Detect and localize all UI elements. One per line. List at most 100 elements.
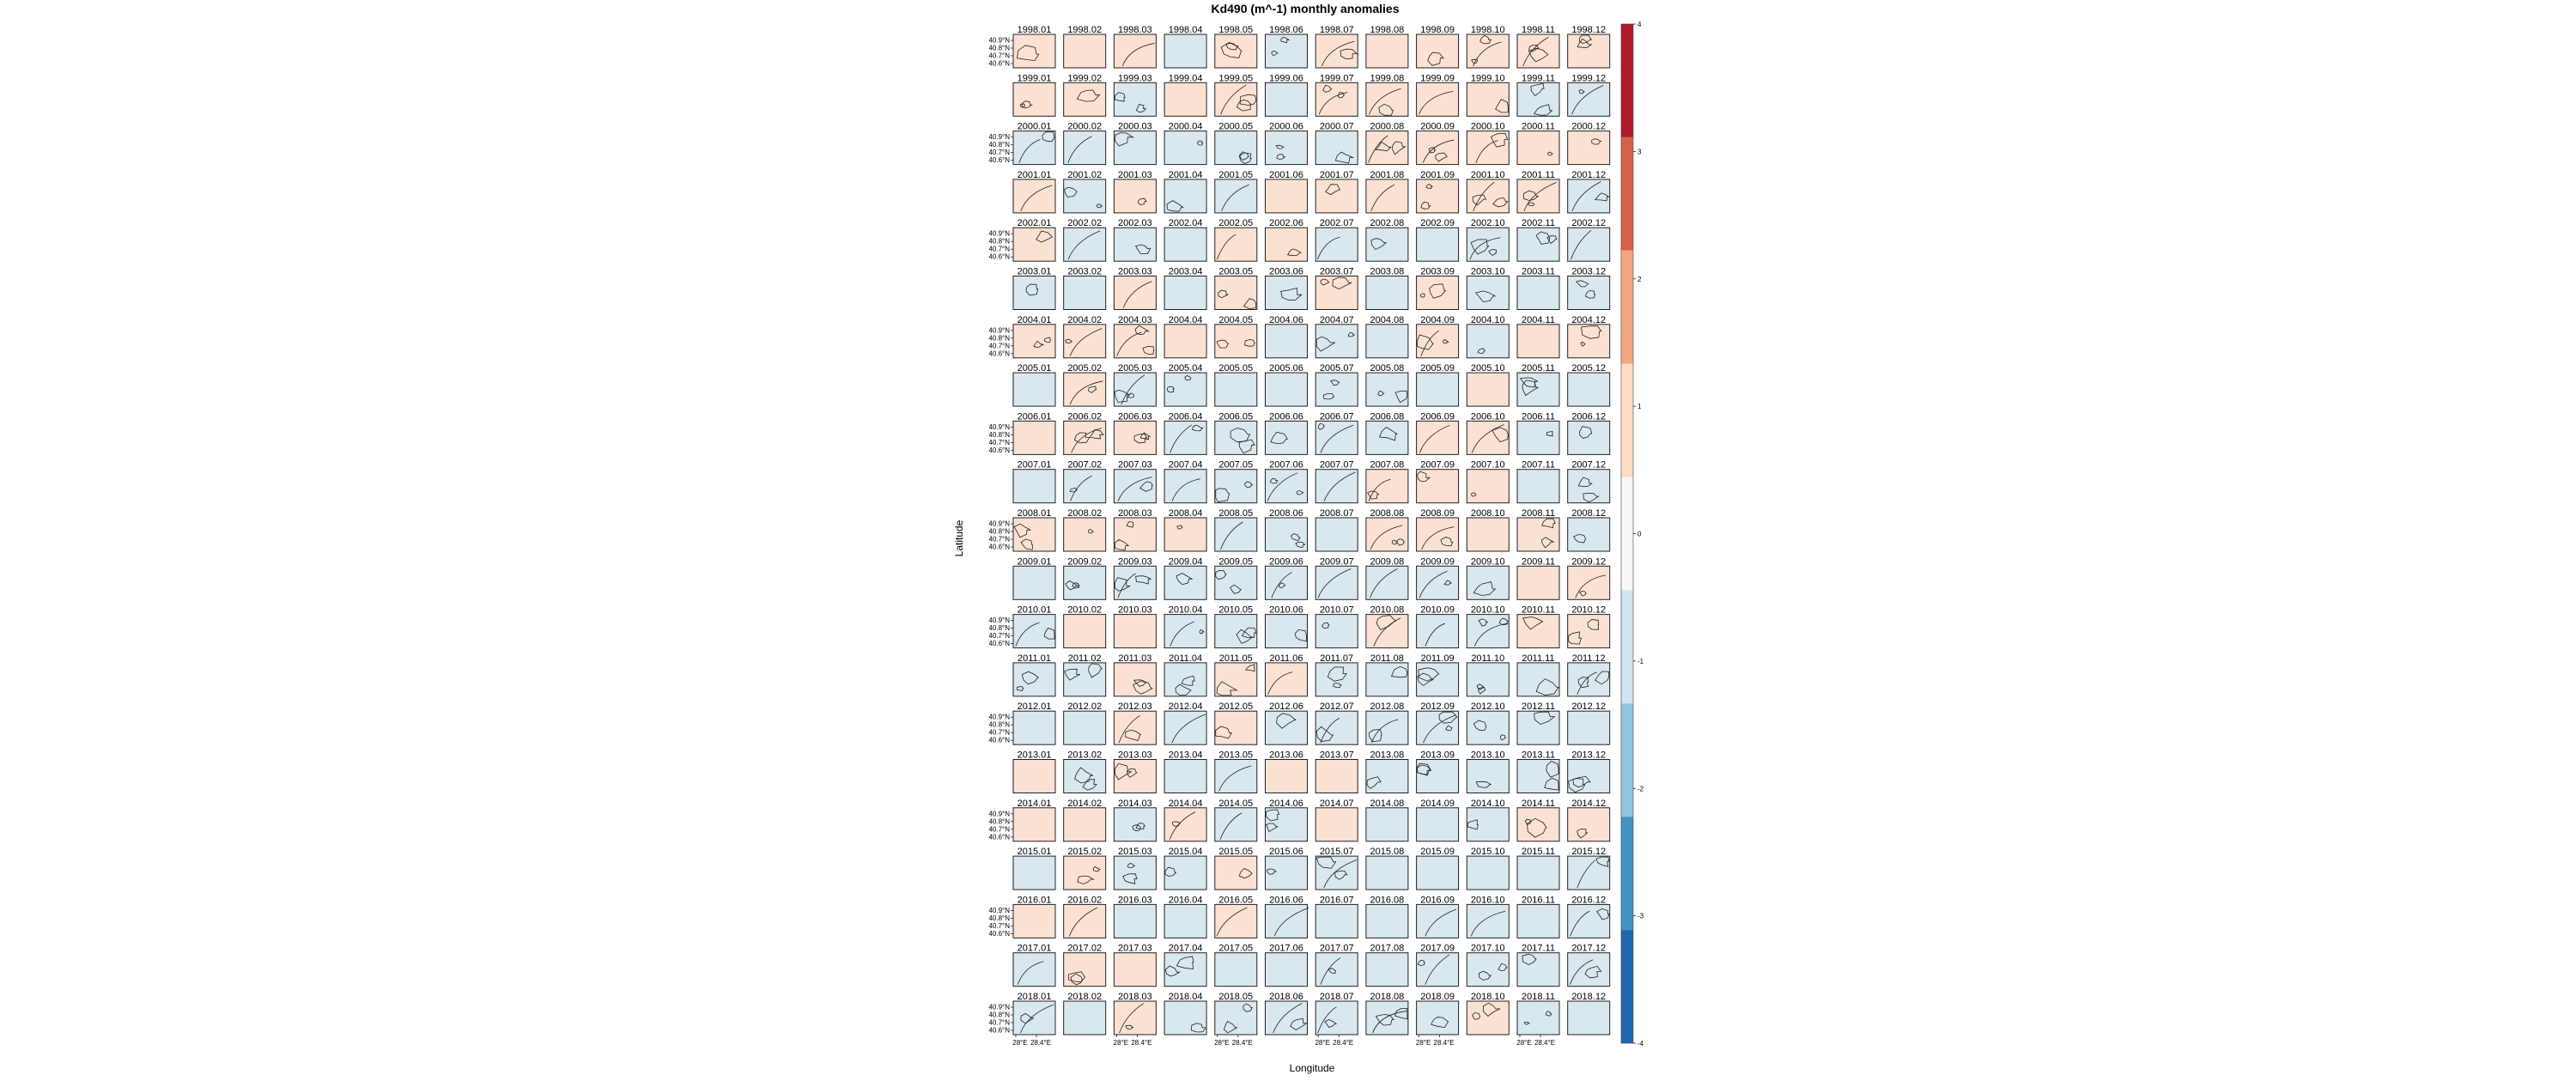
panel-2012-10: 2012.10 [1466,701,1510,745]
contour-line [1267,671,1293,695]
contour-line [1366,776,1382,790]
colorbar: 4 3 2 1 0 -1 -2 -3 -4 [1620,21,1644,1048]
panel-label: 2014.02 [1067,799,1102,809]
panel-label: 1998.09 [1420,25,1455,35]
panel-field [1516,1000,1560,1035]
panel-2010-08: 2010.08 [1365,605,1409,649]
panel-label: 2009.12 [1571,556,1606,567]
colorbar-segment [1621,703,1633,817]
panel-field [1214,82,1258,117]
contour-line [1478,687,1486,695]
panel-label: 2002.06 [1269,218,1303,228]
panel-2004-08: 2004.08 [1365,315,1409,359]
contour-line [1425,184,1434,189]
panel-label: 2016.02 [1067,895,1102,905]
contour-line [1495,99,1509,113]
panel-2018-06: 2018.06 [1265,992,1308,1035]
panel-label: 2008.07 [1320,508,1354,519]
contour-line [1295,541,1306,548]
panel-label: 2008.08 [1370,508,1405,519]
panel-label: 2001.03 [1118,170,1152,180]
contour-line [1428,147,1437,154]
panel-2002-03: 2002.03 [1113,218,1157,262]
panel-2010-03: 2010.03 [1113,605,1157,649]
panel-2012-05: 2012.05 [1214,701,1258,745]
contour-line [1541,518,1556,529]
panel-2005-10: 2005.10 [1466,363,1510,407]
contour-line [1218,289,1229,299]
panel-2012-02: 2012.02 [1063,701,1107,745]
x-tick-label: 28.4°E [1030,1039,1051,1047]
colorbar-segment [1621,24,1633,137]
panel-field [1063,952,1107,987]
contour-line [1478,970,1492,981]
panel-2014-11: 2014.11 [1516,799,1560,842]
panel-2017-11: 2017.11 [1516,944,1560,987]
contour-line [1199,629,1206,635]
panel-2008-04: 2008.04 [1163,508,1207,552]
contour-line [1271,51,1279,57]
contour-line [1121,374,1145,405]
y-tick-label: 40.9°N [988,907,1010,914]
panel-field [1516,565,1560,600]
colorbar-tick-label: 1 [1637,403,1642,410]
contour-line [1118,715,1140,744]
panel-2005-04: 2005.04 [1163,363,1207,407]
panel-2006-08: 2006.08 [1365,411,1409,455]
panel-label: 2004.05 [1218,315,1253,325]
panel-field [1365,565,1409,600]
panel-1998-07: 1998.07 [1315,25,1358,69]
panel-label: 2011.01 [1018,653,1051,664]
panel-2002-11: 2002.11 [1516,218,1560,262]
contour-line [1018,138,1041,163]
contour-line [1581,325,1602,339]
panel-label: 2017.07 [1320,944,1354,954]
contour-line [1072,582,1080,589]
panel-label: 2014.09 [1420,799,1455,809]
contour-line [1176,573,1194,586]
panel-label: 2004.07 [1320,315,1354,325]
panel-label: 2012.01 [1018,701,1052,712]
y-tick-label: 40.7°N [988,536,1010,544]
panel-2001-01: 2001.01 [1012,170,1056,214]
panel-label: 2009.06 [1269,556,1303,567]
panel-field [1466,131,1510,166]
panel-field [1113,82,1157,117]
panel-field [1466,33,1510,69]
panel-field [1466,469,1510,504]
panel-label: 2011.12 [1572,653,1606,664]
panel-field [1214,276,1258,310]
contour-line [1473,181,1495,212]
panel-label: 2014.10 [1471,799,1505,809]
contour-line [1239,94,1257,106]
panel-field [1163,1000,1207,1035]
panel-label: 1999.06 [1269,73,1303,83]
panel-field [1265,1000,1308,1035]
panel-2010-04: 2010.04 [1163,605,1207,649]
panel-label: 2003.12 [1571,267,1606,277]
contour-line [1591,138,1602,145]
contour-line [1069,328,1103,356]
panel-2000-12: 2000.12 [1567,122,1611,166]
panel-field [1265,82,1308,117]
contour-line [1420,201,1431,210]
contour-line [1087,529,1095,534]
contour-line [1135,575,1151,585]
contour-line [1332,276,1352,290]
contour-line [1115,539,1130,550]
panel-label: 2014.07 [1320,799,1354,809]
panel-2000-07: 2000.07 [1315,122,1358,166]
panel-label: 2009.05 [1218,556,1253,567]
panel-2013-08: 2013.08 [1365,750,1409,793]
panel-2007-10: 2007.10 [1466,460,1510,504]
panel-field [1567,1000,1611,1035]
contour-line [1170,424,1193,453]
contour-line [1340,48,1358,60]
panel-label: 2007.05 [1218,460,1253,471]
panel-label: 2003.04 [1169,267,1203,277]
contour-line [1530,82,1545,97]
colorbar-segment [1621,930,1633,1043]
panel-label: 2011.09 [1421,653,1455,664]
panel-label: 2015.01 [1018,847,1052,857]
contour-line [1522,380,1539,397]
